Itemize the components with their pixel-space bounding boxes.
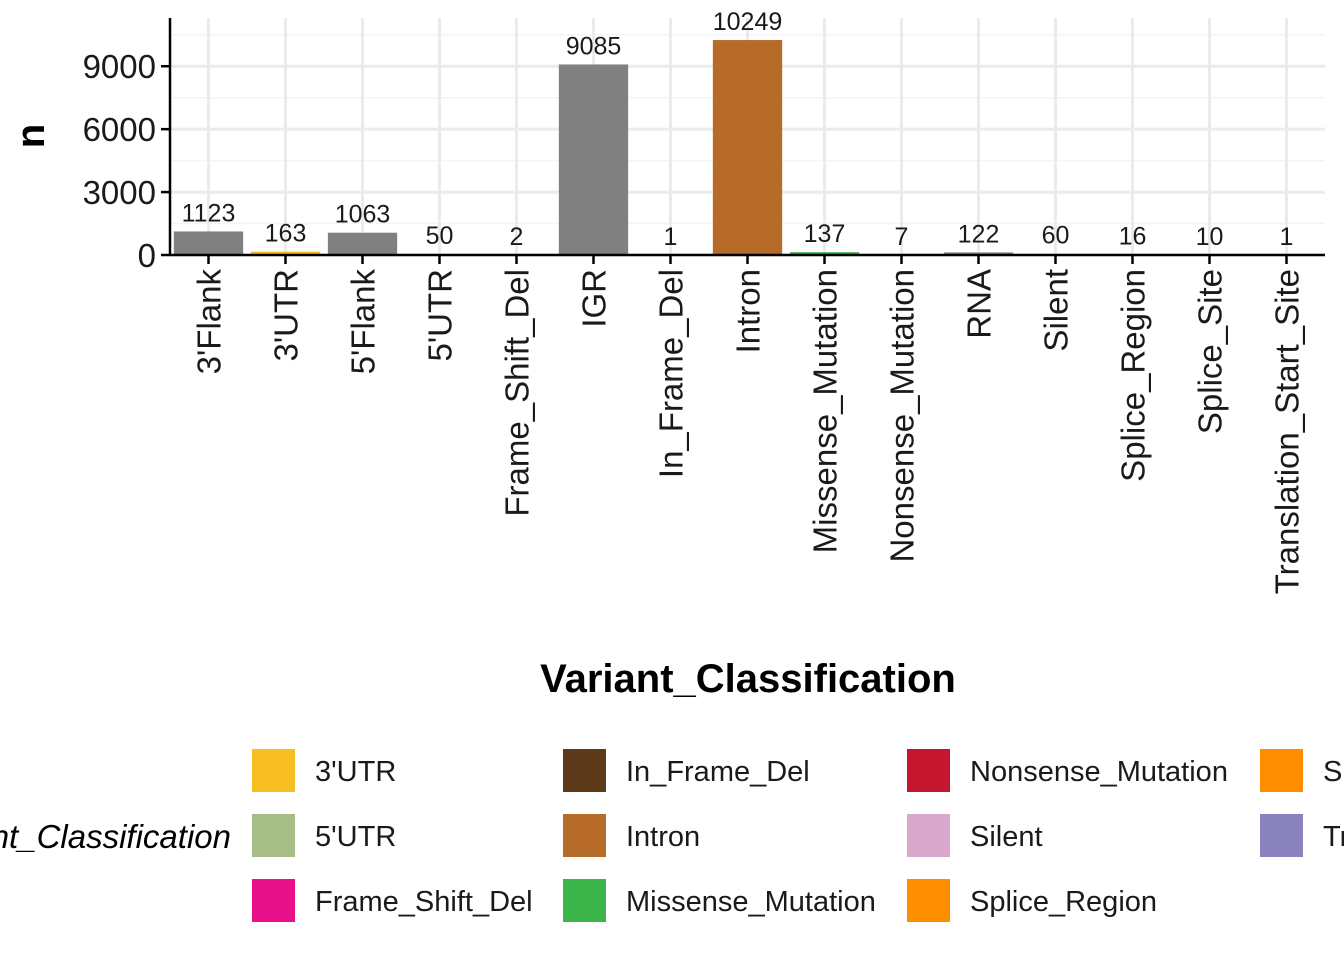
legend-swatch [907, 749, 950, 792]
bar-value-label: 2 [510, 223, 524, 251]
legend-swatch [563, 879, 606, 922]
bar-value-label: 60 [1042, 222, 1070, 250]
legend-swatch [907, 814, 950, 857]
y-tick-label: 9000 [83, 48, 156, 85]
legend-swatch [1260, 814, 1303, 857]
bar [250, 251, 321, 255]
legend-label: Splice_Region [970, 886, 1157, 918]
bar-value-label: 10249 [713, 8, 783, 36]
bar-value-label: 1 [664, 223, 678, 251]
x-tick-label: IGR [576, 269, 613, 328]
legend-label: Splice_Site [1323, 756, 1344, 788]
bar-value-label: 16 [1119, 223, 1147, 251]
bar-value-label: 1063 [335, 201, 391, 229]
bar-value-label: 9085 [566, 32, 622, 60]
legend-label: Missense_Mutation [626, 886, 876, 918]
x-tick-label: Frame_Shift_Del [499, 269, 536, 517]
bar-value-label: 50 [426, 222, 454, 250]
x-tick-label: RNA [961, 269, 998, 339]
y-axis-ticks: 0 3000 6000 9000 [83, 48, 170, 274]
bar-value-label: 137 [804, 220, 846, 248]
bar-value-label: 1123 [182, 199, 236, 227]
x-tick-label: Missense_Mutation [807, 269, 844, 553]
legend-swatch [1260, 749, 1303, 792]
x-tick-label: Splice_Site [1192, 269, 1229, 434]
x-tick-label: 5'Flank [345, 269, 382, 375]
x-tick-label: 3'Flank [191, 269, 228, 375]
x-axis-ticks: 3'Flank 3'UTR 5'Flank 5'UTR Frame_Shift_Del I… [191, 255, 1306, 594]
bar-value-label: 122 [958, 220, 1000, 248]
legend-label: In_Frame_Del [626, 756, 810, 788]
legend-swatch [563, 814, 606, 857]
y-tick-label: 0 [138, 237, 156, 274]
bar [558, 64, 629, 255]
legend: Variant_Classification 3'UTR 5'UTR Frame_S… [0, 749, 1344, 922]
legend-swatch [252, 879, 295, 922]
legend-label: Nonsense_Mutation [970, 756, 1228, 788]
bar-value-label: 7 [895, 223, 909, 251]
plot-area: 1123 163 1063 50 2 9085 1 10249 137 7 122 60 16 10 1 0… [83, 8, 1325, 594]
x-tick-label: Translation_Start_Site [1269, 269, 1306, 594]
bar [943, 252, 1014, 255]
legend-label: Frame_Shift_Del [315, 886, 533, 918]
legend-swatch [563, 749, 606, 792]
bar [173, 231, 244, 255]
x-axis-title: Variant_Classification [540, 657, 956, 701]
legend-swatch [907, 879, 950, 922]
legend-items: 3'UTR 5'UTR Frame_Shift_Del In_Frame_Del Int… [252, 749, 1344, 922]
bar [789, 252, 860, 255]
legend-swatch [252, 749, 295, 792]
y-tick-label: 3000 [83, 174, 156, 211]
x-tick-label: Intron [730, 269, 767, 353]
y-axis-title: n [9, 124, 53, 148]
x-tick-label: 3'UTR [268, 269, 305, 361]
x-tick-label: Splice_Region [1115, 269, 1152, 482]
bar-value-label: 163 [265, 220, 307, 248]
legend-label: 3'UTR [315, 756, 396, 788]
legend-label: 5'UTR [315, 821, 396, 853]
legend-label: Intron [626, 821, 700, 853]
y-tick-label: 6000 [83, 111, 156, 148]
bars [173, 40, 1322, 256]
x-tick-label: In_Frame_Del [653, 269, 690, 478]
x-tick-label: 5'UTR [422, 269, 459, 361]
bar-value-labels: 1123 163 1063 50 2 9085 1 10249 137 7 122 60 16 10 1 [182, 8, 1294, 251]
x-tick-label: Nonsense_Mutation [884, 269, 921, 563]
bar [712, 40, 783, 256]
legend-title: Variant_Classification [0, 818, 231, 855]
legend-swatch [252, 814, 295, 857]
legend-label: Translation_Start_Site [1323, 821, 1344, 853]
legend-label: Silent [970, 821, 1043, 853]
x-tick-label: Silent [1038, 269, 1075, 352]
bar-value-label: 10 [1196, 223, 1224, 251]
bar-value-label: 1 [1280, 223, 1294, 251]
bar [327, 232, 398, 255]
